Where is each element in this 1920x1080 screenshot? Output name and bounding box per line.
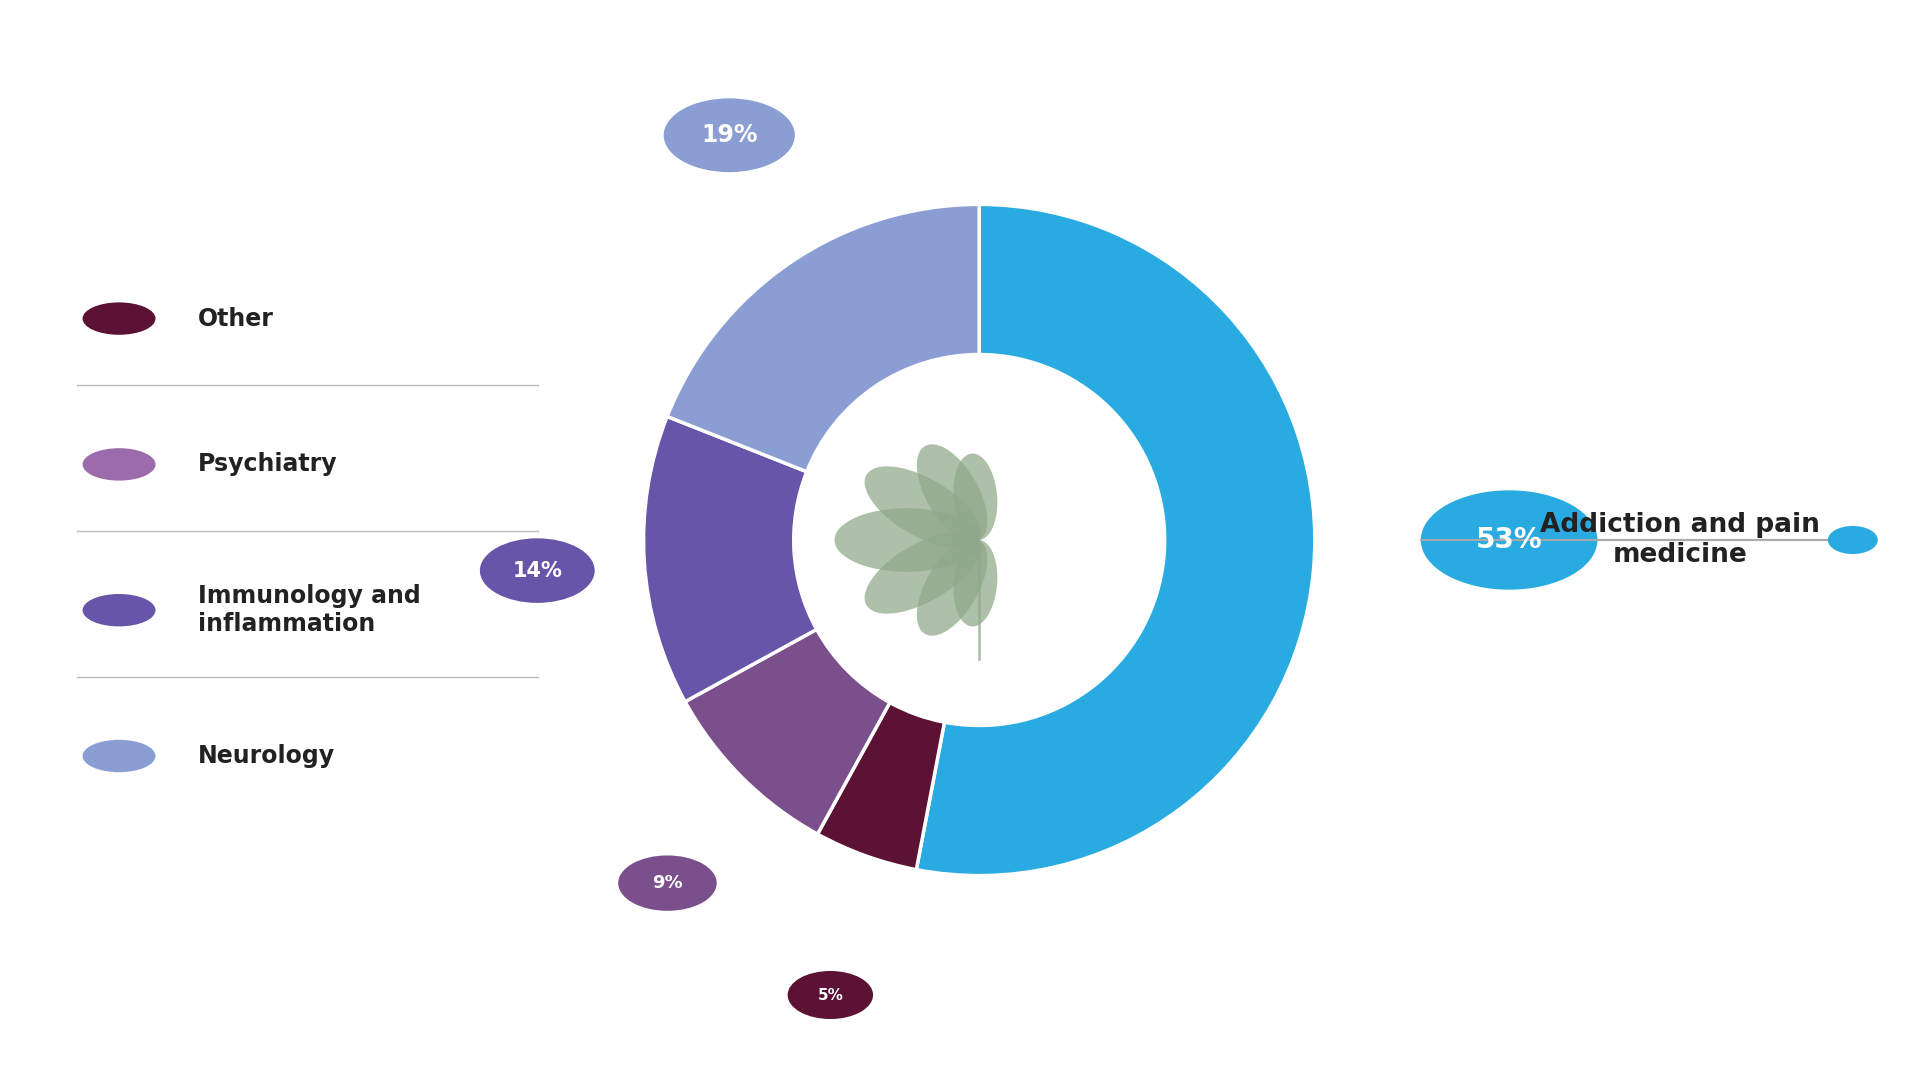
Text: 53%: 53%: [1476, 526, 1542, 554]
Polygon shape: [864, 467, 981, 549]
Text: 14%: 14%: [513, 561, 563, 581]
Text: Other: Other: [198, 307, 275, 330]
Wedge shape: [666, 204, 979, 472]
Polygon shape: [864, 531, 981, 613]
Circle shape: [793, 354, 1165, 726]
Polygon shape: [954, 540, 996, 626]
Text: 9%: 9%: [653, 874, 684, 892]
Polygon shape: [954, 454, 996, 540]
Text: Psychiatry: Psychiatry: [198, 453, 338, 476]
Text: 19%: 19%: [701, 123, 758, 147]
Wedge shape: [916, 204, 1315, 876]
Wedge shape: [818, 702, 945, 869]
Polygon shape: [918, 538, 987, 636]
Polygon shape: [918, 444, 987, 542]
Text: 5%: 5%: [818, 987, 843, 1002]
Polygon shape: [835, 509, 979, 571]
Wedge shape: [643, 417, 816, 702]
Wedge shape: [685, 630, 889, 834]
Text: Neurology: Neurology: [198, 744, 334, 768]
Text: Immunology and
inflammation: Immunology and inflammation: [198, 584, 420, 636]
Text: Addiction and pain
medicine: Addiction and pain medicine: [1540, 512, 1820, 568]
